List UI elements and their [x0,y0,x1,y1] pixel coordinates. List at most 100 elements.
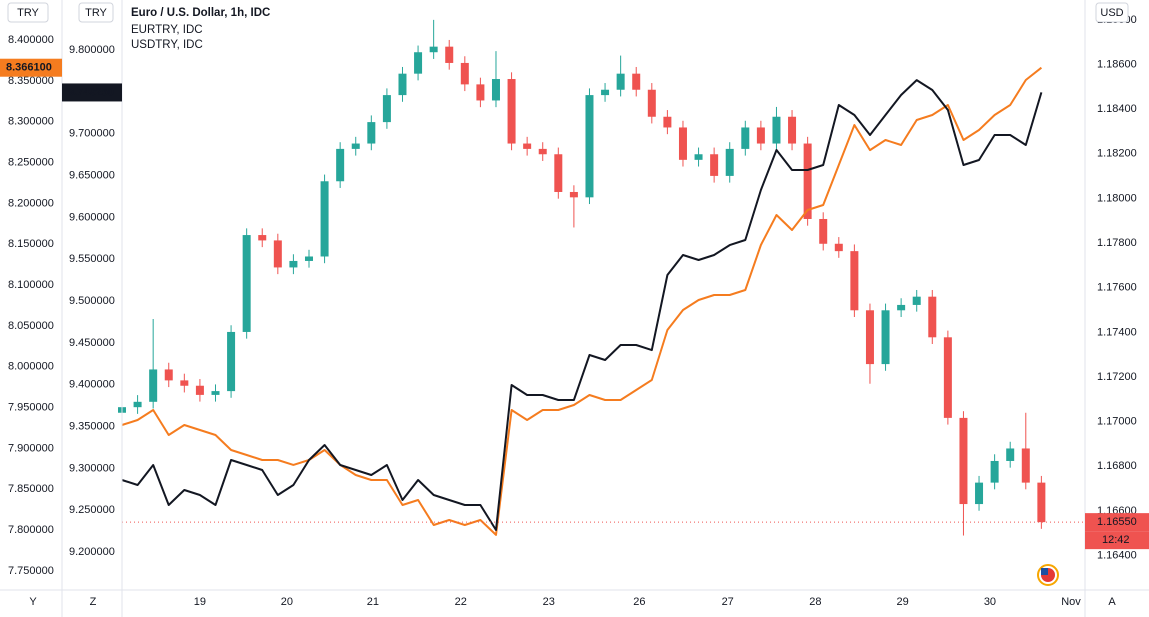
candle-body [227,331,236,392]
y-tick-label: 9.550000 [69,253,115,265]
flag-icon[interactable] [1037,564,1059,586]
candle-body [569,191,578,198]
y-tick-label: 9.500000 [69,295,115,307]
plot-area [118,19,1085,536]
y-tick-label: 1.18200 [1097,148,1137,160]
y-tick-label: 1.16400 [1097,550,1137,562]
candle-body [632,73,641,90]
y-tick-label: 7.750000 [8,565,54,577]
y-tick-label: 8.200000 [8,197,54,209]
candle-body [897,304,906,311]
candle-body [320,181,329,257]
candle-body [694,154,703,160]
candle-body [834,243,843,252]
icon-flag [1041,568,1048,575]
candle-body [819,218,828,244]
x-tick-label: 26 [633,596,645,608]
candle-body [990,460,999,483]
series-line [121,79,1043,531]
candle-body [523,143,532,149]
candle-body [647,89,656,117]
unit-box[interactable] [7,2,49,23]
y-tick-label: 9.250000 [69,504,115,516]
candle-body [507,79,516,144]
candle-body [850,251,859,311]
countdown-box [1085,531,1149,550]
x-tick-label: Nov [1061,596,1081,608]
y-tick-label: 9.300000 [69,462,115,474]
x-tick-label: 23 [543,596,555,608]
candle-body [554,154,563,192]
y-tick-label: 9.400000 [69,379,115,391]
toolbar-button[interactable]: Y [29,596,37,608]
candle-body [1021,448,1030,483]
price-label: 1.16550 [1097,516,1137,528]
candle-body [756,127,765,144]
candle-body [351,143,360,149]
price-label-box [62,83,122,102]
y-tick-label: 9.450000 [69,337,115,349]
candle-body [398,73,407,96]
y-tick-label: 1.17600 [1097,282,1137,294]
y-tick-label: 7.950000 [8,402,54,414]
candle-body [304,256,313,261]
toolbar-button[interactable]: Z [90,596,97,608]
candle-body [149,369,158,402]
y-tick-label: 7.850000 [8,483,54,495]
candle-body [585,95,594,198]
candle-body [429,46,438,53]
y-tick-label: 8.300000 [8,116,54,128]
candle-body [164,369,173,381]
unit-box[interactable] [1095,2,1129,23]
candle-body [678,127,687,160]
candle-body [258,235,267,241]
candle-body [445,46,454,63]
axes: 7.750000 7.800000 7.850000 7.900000 7.950000… [0,14,1149,608]
y-tick-label: 9.350000 [69,420,115,432]
candle-body [382,95,391,123]
y-tick-label: 1.18600 [1097,58,1137,70]
toolbar-button[interactable]: A [1108,596,1116,608]
legend-entry: USDTRY, IDC [131,39,203,51]
candle-body [601,89,610,96]
x-tick-label: 30 [984,596,996,608]
y-tick-label: 1.17400 [1097,326,1137,338]
candle-body [803,143,812,219]
y-tick-label: 1.16800 [1097,460,1137,472]
candle-body [538,148,547,155]
candle-body [195,385,204,395]
candle-body [772,116,781,144]
candle-body [289,260,298,268]
countdown-label: 12:42 [1102,534,1130,546]
candle-body [975,482,984,505]
candle-body [788,116,797,144]
candle-body [865,310,874,365]
y-tick-label: 9.200000 [69,546,115,558]
candle-body [912,296,921,305]
unit-label: TRY [85,7,107,19]
candle-body [725,148,734,176]
y-tick-label: 1.17200 [1097,371,1137,383]
candle-body [414,52,423,74]
candle-body [928,296,937,338]
candle-body [741,127,750,149]
y-tick-label: 8.350000 [8,75,54,87]
x-tick-label: 27 [722,596,734,608]
y-tick-label: 8.250000 [8,156,54,168]
price-label-box [1085,513,1149,532]
candle-body [491,79,500,101]
series-line [121,66,1043,536]
y-tick-label: 1.17000 [1097,416,1137,428]
candle-body [616,73,625,90]
candle-body [273,240,282,268]
candle-body [336,148,345,182]
candle-body [1006,448,1015,461]
y-tick-label: 8.000000 [8,361,54,373]
x-tick-label: 21 [367,596,379,608]
unit-box[interactable] [78,2,114,23]
y-tick-label: 8.150000 [8,238,54,250]
x-tick-label: 29 [897,596,909,608]
candle-body [663,116,672,128]
